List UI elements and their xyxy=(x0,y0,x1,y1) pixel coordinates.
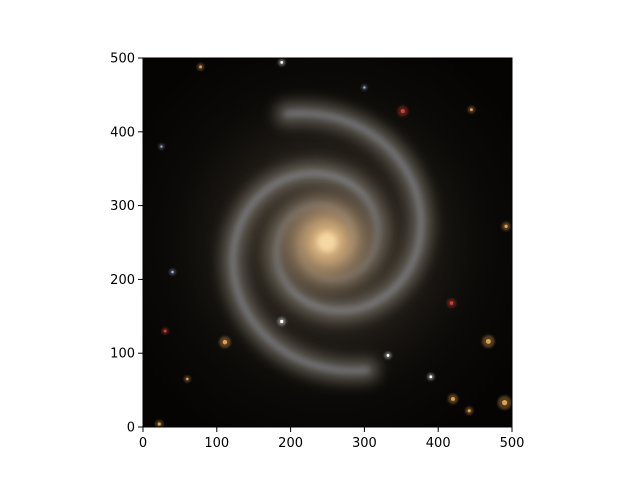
star xyxy=(186,377,189,381)
star xyxy=(199,65,202,69)
x-tick-label: 200 xyxy=(278,436,303,451)
star xyxy=(501,399,508,406)
y-axis: 0 100 200 300 400 500 xyxy=(110,52,143,436)
star xyxy=(451,396,455,401)
galaxy-core xyxy=(318,233,336,251)
y-tick-label: 200 xyxy=(110,273,135,288)
x-axis: 0 100 200 300 400 500 xyxy=(139,427,525,451)
x-tick-label: 0 xyxy=(139,436,147,451)
y-tick-label: 100 xyxy=(110,347,135,362)
star xyxy=(160,145,163,148)
star xyxy=(363,86,366,89)
star xyxy=(485,338,491,344)
star xyxy=(163,329,167,333)
x-tick-label: 500 xyxy=(500,436,525,451)
axes-frame xyxy=(142,57,513,428)
x-tick-label: 400 xyxy=(426,436,451,451)
star xyxy=(467,409,471,413)
star xyxy=(400,109,405,114)
star xyxy=(504,224,508,228)
star xyxy=(280,319,284,324)
star xyxy=(280,61,284,64)
y-tick-label: 500 xyxy=(110,52,135,67)
star xyxy=(449,301,454,305)
star xyxy=(429,375,433,379)
y-tick-label: 400 xyxy=(110,125,135,140)
foreground-stars xyxy=(155,58,512,427)
star xyxy=(222,339,228,345)
y-tick-label: 0 xyxy=(127,421,135,436)
star xyxy=(470,108,473,112)
x-tick-label: 100 xyxy=(204,436,229,451)
y-tick-label: 300 xyxy=(110,199,135,214)
x-tick-label: 300 xyxy=(352,436,377,451)
galaxy-image xyxy=(143,58,512,427)
star xyxy=(171,270,174,274)
star xyxy=(157,422,161,426)
star xyxy=(386,354,390,357)
